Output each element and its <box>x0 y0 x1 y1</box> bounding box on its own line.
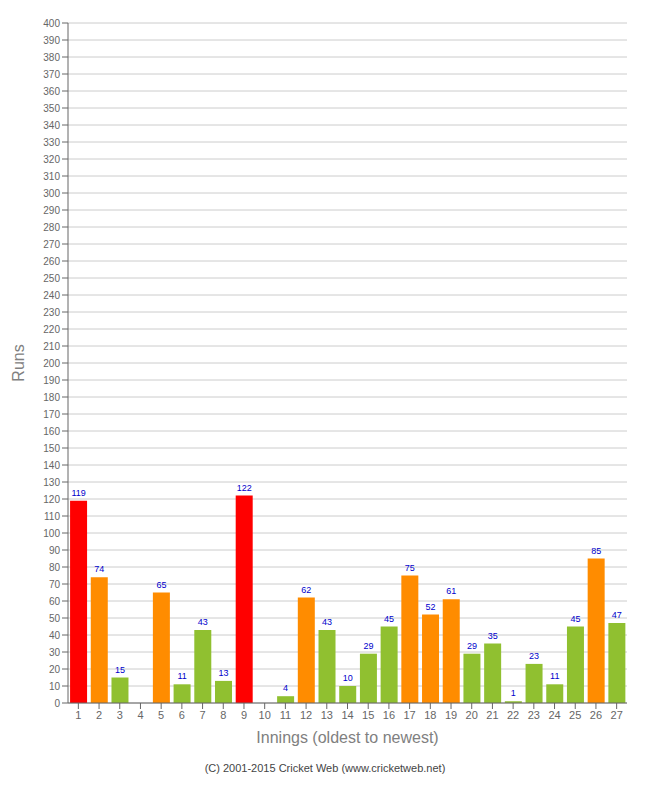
svg-text:74: 74 <box>94 564 104 574</box>
svg-text:320: 320 <box>43 154 60 165</box>
svg-text:240: 240 <box>43 290 60 301</box>
svg-text:8: 8 <box>220 709 226 721</box>
svg-text:62: 62 <box>301 585 311 595</box>
svg-text:1: 1 <box>511 688 516 698</box>
svg-text:290: 290 <box>43 205 60 216</box>
svg-text:21: 21 <box>486 709 498 721</box>
svg-text:35: 35 <box>488 631 498 641</box>
svg-text:380: 380 <box>43 52 60 63</box>
svg-text:11: 11 <box>280 709 291 721</box>
svg-text:10: 10 <box>259 709 271 721</box>
svg-text:180: 180 <box>43 392 60 403</box>
svg-text:9: 9 <box>241 709 247 721</box>
svg-text:23: 23 <box>529 651 539 661</box>
svg-text:20: 20 <box>466 709 478 721</box>
svg-text:45: 45 <box>570 614 580 624</box>
svg-text:210: 210 <box>43 341 60 352</box>
svg-text:61: 61 <box>446 586 456 596</box>
svg-text:300: 300 <box>43 188 60 199</box>
svg-text:330: 330 <box>43 137 60 148</box>
svg-text:65: 65 <box>156 580 166 590</box>
svg-text:23: 23 <box>528 709 540 721</box>
svg-text:2: 2 <box>96 709 102 721</box>
svg-text:100: 100 <box>43 528 60 539</box>
svg-text:27: 27 <box>611 709 623 721</box>
html-text:(C) 2001-2015 Cricket Web (www: (C) 2001-2015 Cricket Web (www.cricketwe… <box>204 762 446 774</box>
svg-text:122: 122 <box>237 483 252 493</box>
svg-text:3: 3 <box>117 709 123 721</box>
svg-text:280: 280 <box>43 222 60 233</box>
svg-text:140: 140 <box>43 460 60 471</box>
svg-text:13: 13 <box>321 709 333 721</box>
svg-text:200: 200 <box>43 358 60 369</box>
svg-text:75: 75 <box>405 563 415 573</box>
svg-text:12: 12 <box>300 709 312 721</box>
svg-text:220: 220 <box>43 324 60 335</box>
svg-text:43: 43 <box>198 617 208 627</box>
svg-text:390: 390 <box>43 35 60 46</box>
svg-text:13: 13 <box>218 668 228 678</box>
svg-text:29: 29 <box>467 641 477 651</box>
svg-text:25: 25 <box>569 709 581 721</box>
svg-text:85: 85 <box>591 546 601 556</box>
svg-text:14: 14 <box>341 709 353 721</box>
svg-text:60: 60 <box>49 596 61 607</box>
svg-text:400: 400 <box>43 18 60 29</box>
svg-text:5: 5 <box>158 709 164 721</box>
svg-text:270: 270 <box>43 239 60 250</box>
svg-text:1: 1 <box>75 709 81 721</box>
svg-text:Runs: Runs <box>10 344 27 381</box>
svg-text:350: 350 <box>43 103 60 114</box>
svg-text:17: 17 <box>403 709 415 721</box>
svg-text:250: 250 <box>43 273 60 284</box>
svg-text:47: 47 <box>612 610 622 620</box>
svg-text:80: 80 <box>49 562 61 573</box>
svg-text:22: 22 <box>507 709 519 721</box>
svg-text:7: 7 <box>200 709 206 721</box>
svg-text:10: 10 <box>49 681 61 692</box>
svg-text:45: 45 <box>384 614 394 624</box>
svg-text:160: 160 <box>43 426 60 437</box>
svg-text:11: 11 <box>177 671 186 681</box>
svg-text:18: 18 <box>424 709 436 721</box>
svg-text:15: 15 <box>115 665 125 675</box>
svg-text:340: 340 <box>43 120 60 131</box>
svg-text:26: 26 <box>590 709 602 721</box>
svg-text:260: 260 <box>43 256 60 267</box>
svg-text:90: 90 <box>49 545 61 556</box>
svg-text:170: 170 <box>43 409 60 420</box>
svg-text:120: 120 <box>43 494 60 505</box>
svg-text:16: 16 <box>383 709 395 721</box>
svg-text:370: 370 <box>43 69 60 80</box>
svg-text:119: 119 <box>71 488 85 498</box>
svg-text:230: 230 <box>43 307 60 318</box>
svg-text:360: 360 <box>43 86 60 97</box>
svg-text:0: 0 <box>54 698 60 709</box>
svg-text:43: 43 <box>322 617 332 627</box>
svg-text:50: 50 <box>49 613 61 624</box>
svg-text:40: 40 <box>49 630 61 641</box>
svg-text:30: 30 <box>49 647 61 658</box>
svg-text:6: 6 <box>179 709 185 721</box>
svg-text:52: 52 <box>426 602 436 612</box>
svg-text:Innings (oldest to newest): Innings (oldest to newest) <box>256 729 438 746</box>
svg-text:15: 15 <box>362 709 374 721</box>
svg-text:190: 190 <box>43 375 60 386</box>
svg-text:4: 4 <box>137 709 143 721</box>
svg-text:19: 19 <box>445 709 457 721</box>
svg-text:110: 110 <box>44 511 60 522</box>
svg-text:10: 10 <box>343 673 353 683</box>
svg-text:29: 29 <box>363 641 373 651</box>
svg-text:4: 4 <box>283 683 288 693</box>
svg-text:150: 150 <box>43 443 60 454</box>
svg-text:11: 11 <box>550 671 559 681</box>
svg-text:310: 310 <box>43 171 60 182</box>
svg-text:70: 70 <box>49 579 61 590</box>
svg-text:20: 20 <box>49 664 61 675</box>
svg-text:130: 130 <box>43 477 60 488</box>
svg-text:24: 24 <box>548 709 560 721</box>
